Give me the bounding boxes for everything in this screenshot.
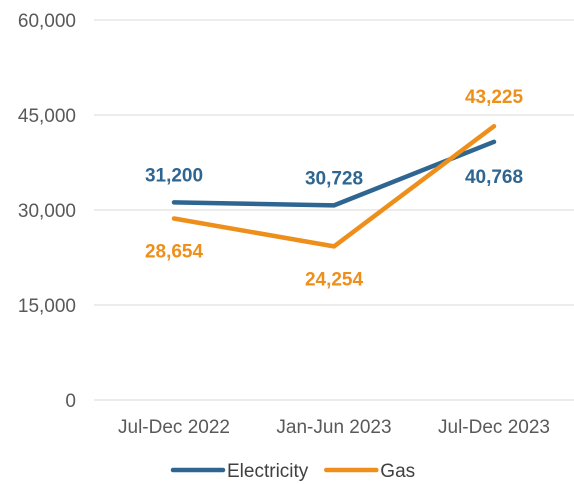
legend-label-gas: Gas	[380, 461, 415, 482]
y-tick-label: 60,000	[18, 11, 76, 32]
data-label-gas: 28,654	[145, 242, 204, 263]
y-tick-label: 0	[65, 391, 76, 412]
data-label-electricity: 30,728	[305, 168, 363, 189]
series-line-gas	[171, 123, 497, 249]
x-axis-ticks: Jul-Dec 2022 Jan-Jun 2023 Jul-Dec 2023	[118, 417, 550, 438]
y-axis-ticks: 0 15,000 30,000 45,000 60,000	[18, 11, 76, 412]
y-tick-label: 45,000	[18, 106, 76, 127]
x-tick-label: Jan-Jun 2023	[276, 417, 391, 438]
gridlines	[94, 19, 574, 401]
x-tick-label: Jul-Dec 2022	[118, 417, 230, 438]
data-labels: 31,200 30,728 40,768 28,654 24,254 43,225	[145, 87, 524, 290]
data-label-gas: 43,225	[465, 87, 524, 108]
y-tick-label: 15,000	[18, 296, 76, 317]
data-label-electricity: 31,200	[145, 165, 203, 186]
x-tick-label: Jul-Dec 2023	[438, 417, 550, 438]
series-line-electricity	[171, 139, 497, 208]
legend-label-electricity: Electricity	[227, 461, 309, 482]
data-label-gas: 24,254	[305, 269, 364, 290]
data-label-electricity: 40,768	[465, 167, 523, 188]
series-lines	[171, 123, 497, 249]
y-tick-label: 30,000	[18, 201, 76, 222]
legend: Electricity Gas	[170, 461, 415, 482]
